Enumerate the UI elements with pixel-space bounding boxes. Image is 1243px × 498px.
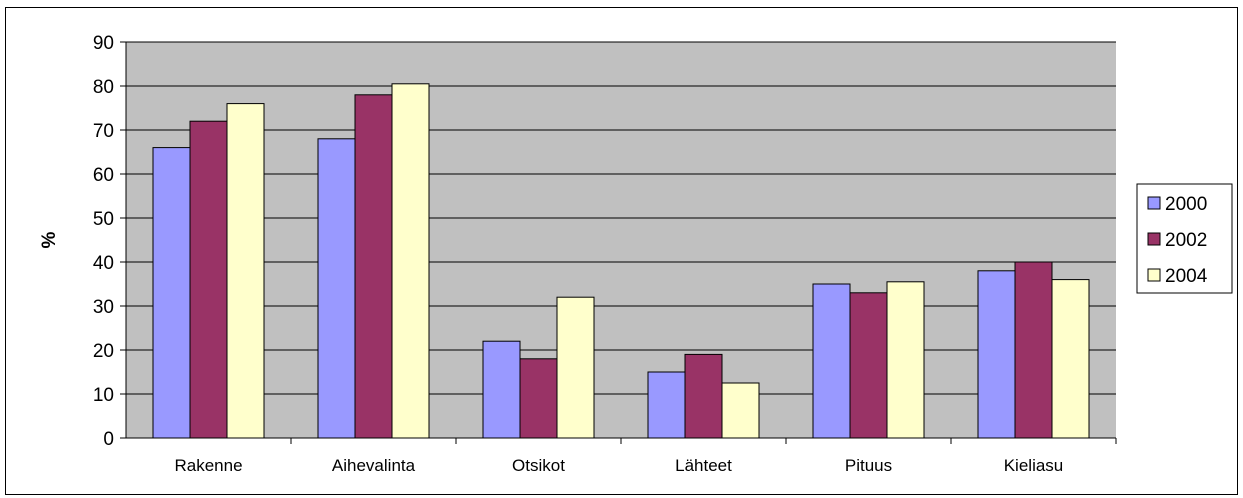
bar-2002-1 (354, 94, 393, 439)
bar-2004-3 (721, 382, 760, 439)
bars (152, 83, 1090, 439)
legend-swatch-2002 (1147, 232, 1161, 246)
x-tick-label: Lähteet (675, 456, 732, 475)
y-tick-labels: 0 10 20 30 40 50 60 70 80 90 (93, 33, 114, 450)
bar-2000-1 (317, 138, 356, 439)
bar-2000-0 (152, 147, 191, 439)
bar-2004-0 (226, 103, 265, 439)
y-tick-label: 60 (93, 165, 114, 186)
bar-2002-2 (519, 358, 558, 439)
plot-area (126, 42, 1116, 438)
bar-2004-1 (391, 83, 430, 439)
legend-label-2004: 2004 (1165, 266, 1208, 287)
bar-2004-5 (1051, 279, 1090, 439)
x-tick-label: Rakenne (174, 456, 242, 475)
y-tick-label: 90 (93, 33, 114, 54)
bar-2002-3 (684, 353, 723, 439)
bar-2002-4 (849, 292, 888, 439)
legend-label-2000: 2000 (1165, 194, 1207, 215)
x-tick-label: Otsikot (512, 456, 565, 475)
bar-2000-5 (977, 270, 1016, 439)
y-tick-label: 50 (93, 209, 114, 230)
legend: 2000 2002 2004 (1136, 183, 1233, 294)
bar-2004-2 (556, 296, 595, 439)
gridlines (126, 41, 1116, 395)
legend-label-2002: 2002 (1165, 230, 1207, 251)
y-tick-label: 0 (103, 429, 114, 450)
y-tick-label: 70 (93, 121, 114, 142)
legend-swatch-2000 (1147, 196, 1161, 210)
y-axis-label: % (39, 231, 60, 248)
y-tick-label: 30 (93, 297, 114, 318)
bar-2004-4 (886, 281, 925, 439)
x-tick-label: Aihevalinta (332, 456, 416, 475)
axes (120, 41, 1117, 444)
legend-swatch-2004 (1147, 268, 1161, 282)
bar-2000-2 (482, 340, 521, 439)
x-tick-labels: Rakenne Aihevalinta Otsikot Lähteet Pituus Ki… (174, 456, 1063, 475)
y-tick-label: 80 (93, 77, 114, 98)
bar-2002-0 (189, 120, 228, 439)
x-tick-label: Pituus (845, 456, 892, 475)
bar-2000-4 (812, 283, 851, 439)
y-tick-label: 10 (93, 385, 114, 406)
bar-2000-3 (647, 371, 686, 439)
y-tick-label: 40 (93, 253, 114, 274)
y-tick-label: 20 (93, 341, 114, 362)
bar-2002-5 (1014, 261, 1053, 439)
x-tick-label: Kieliasu (1004, 456, 1064, 475)
